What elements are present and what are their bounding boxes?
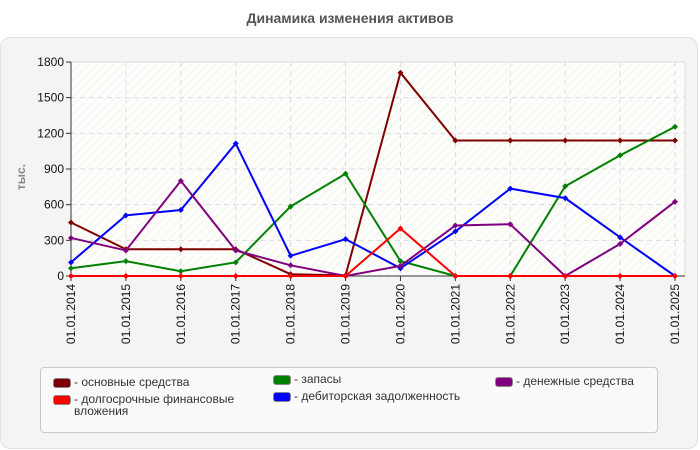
legend-swatch <box>273 375 291 385</box>
legend-item-fixed-assets: - основные средства <box>53 376 189 388</box>
svg-text:01.01.2021: 01.01.2021 <box>448 284 462 344</box>
svg-text:600: 600 <box>44 198 64 212</box>
svg-text:01.01.2018: 01.01.2018 <box>284 284 298 344</box>
series-line <box>71 227 675 277</box>
svg-text:01.01.2020: 01.01.2020 <box>393 284 407 344</box>
series-line <box>70 70 675 277</box>
legend-swatch <box>273 392 291 402</box>
series-line <box>70 141 676 277</box>
legend-swatch <box>495 377 513 387</box>
svg-text:300: 300 <box>44 233 64 247</box>
svg-text:1200: 1200 <box>37 126 64 140</box>
series-line <box>70 125 676 277</box>
legend-label: - запасы <box>294 372 342 386</box>
svg-text:1500: 1500 <box>37 91 64 105</box>
legend-label: - основные средства <box>74 375 190 389</box>
svg-text:900: 900 <box>44 162 64 176</box>
svg-text:01.01.2022: 01.01.2022 <box>503 284 517 344</box>
series-line <box>70 179 676 278</box>
legend-label: - денежные средства <box>516 374 634 388</box>
legend-item-inventory: - запасы <box>273 373 341 385</box>
legend-item-cash: - денежные средства <box>495 375 634 387</box>
legend-item-long-term-investments: - долгосрочные финансовые вложения <box>53 393 283 417</box>
svg-text:01.01.2016: 01.01.2016 <box>174 284 188 344</box>
legend-label: - дебиторская задолженность <box>294 389 461 403</box>
legend-swatch <box>53 378 71 388</box>
svg-text:01.01.2023: 01.01.2023 <box>558 284 572 344</box>
y-axis-label: тыс. <box>14 163 29 191</box>
line-chart: 0 300 600 900 1200 1500 1800 01.01.2014 01.01.20… <box>37 55 686 344</box>
legend-label: - долгосрочные финансовые вложения <box>74 392 235 418</box>
chart-title: Динамика изменения активов <box>246 10 454 26</box>
chart-legend: - основные средства - долгосрочные финан… <box>40 367 658 433</box>
svg-text:01.01.2015: 01.01.2015 <box>119 284 133 344</box>
svg-text:01.01.2014: 01.01.2014 <box>64 284 78 344</box>
svg-text:0: 0 <box>57 269 64 283</box>
svg-text:01.01.2024: 01.01.2024 <box>613 284 627 344</box>
legend-swatch <box>53 395 71 405</box>
svg-text:01.01.2017: 01.01.2017 <box>229 284 243 344</box>
svg-text:1800: 1800 <box>37 55 64 69</box>
svg-text:01.01.2025: 01.01.2025 <box>668 284 682 344</box>
svg-text:01.01.2019: 01.01.2019 <box>339 284 353 344</box>
legend-item-receivables: - дебиторская задолженность <box>273 390 460 402</box>
